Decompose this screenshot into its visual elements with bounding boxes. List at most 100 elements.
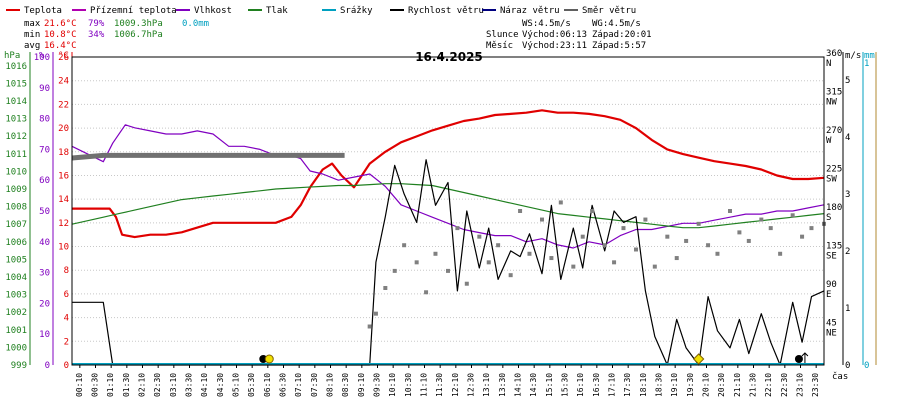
temp-unit: °C [58, 51, 69, 61]
dir-tick-label: N [826, 59, 831, 69]
hum-tick: 40 [39, 238, 50, 248]
x-tick-label: 12:10 [451, 373, 460, 397]
wind-dir-point [768, 226, 773, 231]
wind-unit: m/s [845, 51, 861, 61]
temp-tick: 14 [58, 195, 69, 205]
dir-tick-deg: 315 [826, 88, 842, 98]
wind-dir-point [383, 286, 388, 290]
x-tick-label: 06:10 [263, 373, 272, 397]
wind-dir-point [549, 256, 554, 261]
press-tick: 1000 [5, 343, 27, 353]
x-tick-label: 01:30 [122, 373, 131, 397]
dir-tick-deg: 225 [826, 165, 842, 175]
hum-tick: 70 [39, 145, 50, 155]
press-tick: 1014 [5, 97, 27, 107]
hum-tick: 20 [39, 299, 50, 309]
x-tick-label: 16:30 [592, 373, 601, 397]
wind-tick: 5 [845, 76, 850, 86]
stat-avg-label: avg [24, 41, 40, 51]
series-hum [71, 124, 825, 249]
wind-dir-point [612, 260, 617, 265]
press-tick: 1016 [5, 62, 27, 72]
x-tick-label: 09:30 [373, 373, 382, 397]
wind-dir-point [571, 264, 576, 269]
legend: Teplota Přízemní teplota Vlhkost Tlak Srážky… [6, 6, 636, 16]
temp-tick: 24 [58, 77, 69, 87]
x-tick-label: 10:10 [388, 373, 397, 397]
x-tick-label: 18:10 [639, 373, 648, 397]
x-tick-label: 18:30 [655, 373, 664, 397]
wind-dir-point [402, 243, 407, 248]
dir-tick-label: S [826, 213, 831, 223]
wind-dir-point [373, 311, 378, 316]
press-tick: 1003 [5, 291, 27, 301]
wind-dir-point [652, 264, 657, 269]
press-unit: hPa [4, 51, 20, 61]
moonrise-marker [794, 355, 803, 363]
stat-max-label: max [24, 19, 41, 29]
press-tick: 1001 [5, 326, 27, 336]
dir-tick-label: SE [826, 252, 837, 262]
wind-dir-point [809, 226, 814, 231]
x-tick-label: 02:10 [138, 373, 147, 397]
wind-dir-point [414, 260, 419, 265]
legend-label: Tlak [266, 6, 288, 16]
x-tick-label: 21:30 [749, 373, 758, 397]
x-tick-label: 04:10 [200, 373, 209, 397]
x-tick-label: 17:10 [608, 373, 617, 397]
sun-rise: Východ:06:13 [522, 30, 587, 40]
temp-tick: 6 [64, 290, 69, 300]
dir-tick-deg: 180 [826, 203, 842, 213]
wind-wg: WG:4.5m/s [592, 19, 641, 29]
hum-tick: 90 [39, 84, 50, 94]
wind-dir-point [759, 217, 764, 222]
dir-tick-deg: 360 [826, 49, 842, 59]
wind-tick: 0 [845, 361, 850, 371]
moon-rise: Východ:23:11 [522, 41, 587, 51]
wind-dir-point [433, 251, 438, 256]
dir-tick-label: W [826, 136, 832, 146]
x-tick-label: 08:10 [326, 373, 335, 397]
x-tick-label: 13:10 [482, 373, 491, 397]
x-tick-label: 03:10 [169, 373, 178, 397]
dir-tick-deg: 45 [826, 319, 837, 329]
series-wind [72, 159, 825, 366]
x-tick-label: 23:10 [796, 373, 805, 397]
wind-dir-point [674, 256, 679, 261]
wind-dir-point [464, 281, 469, 286]
x-tick-label: 10:30 [404, 373, 413, 397]
series-temp [72, 109, 825, 239]
x-tick-label: 14:10 [514, 373, 523, 397]
moon-label: Měsíc [486, 41, 513, 51]
press-tick: 999 [11, 361, 27, 371]
wind-tick: 1 [845, 304, 850, 314]
wind-dir-point [527, 251, 532, 256]
wind-dir-point [424, 290, 429, 295]
rain-tick: 1 [864, 59, 869, 69]
stat-min-temp: 10.8°C [44, 30, 77, 40]
x-tick-label: 07:30 [310, 373, 319, 397]
stat-max-rain: 0.0mm [182, 19, 209, 29]
press-tick: 1012 [5, 132, 27, 142]
press-tick: 1008 [5, 203, 27, 213]
stat-max-press: 1009.3hPa [114, 19, 163, 29]
axis-ticks: 1016101510141013101210111010100910081007… [5, 49, 869, 371]
x-tick-label: 13:30 [498, 373, 507, 397]
svg-text:max: max [24, 19, 41, 29]
hum-unit: % [39, 51, 45, 61]
sun-set: Západ:20:01 [592, 30, 652, 40]
rain-unit: mm [864, 51, 875, 61]
wind-dir-point [392, 268, 397, 273]
x-tick-label: 07:10 [294, 373, 303, 397]
x-tick-label: 16:10 [576, 373, 585, 397]
x-tick-label: 11:30 [435, 373, 444, 397]
wind-dir-point [800, 234, 805, 239]
dir-tick-deg: 90 [826, 280, 837, 290]
press-tick: 1006 [5, 238, 27, 248]
wind-dir-point [728, 209, 732, 213]
stat-min-hum: 34% [88, 30, 105, 40]
legend-label: Srážky [340, 6, 373, 16]
wind-dir-point [446, 268, 450, 273]
